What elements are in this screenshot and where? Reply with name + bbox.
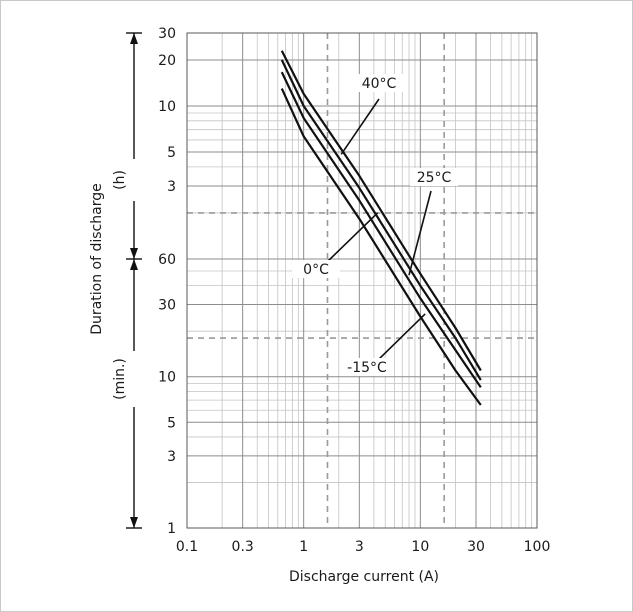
unit-arrow-head (130, 248, 138, 259)
x-tick-label: 3 (355, 539, 364, 555)
x-tick-label: 0.1 (176, 539, 198, 555)
x-tick-label: 1 (299, 539, 308, 555)
dashed-reference-lines (187, 33, 537, 528)
x-tick-label: 100 (524, 539, 551, 555)
x-tick-label: 30 (467, 539, 485, 555)
curve-label-pointer (408, 190, 432, 276)
unit-arrow-head (130, 259, 138, 270)
curve-labels: 40°C 25°C 0°C -15°C (292, 74, 458, 376)
curve-label: 25°C (417, 170, 452, 186)
curve-label-pointer (377, 313, 426, 361)
y-tick-label-minutes: 1 (167, 521, 176, 537)
x-axis-title: Discharge current (A) (289, 569, 439, 585)
minor-grid (187, 33, 537, 528)
curve-label-pointer (340, 98, 380, 155)
curve-label-pointer (325, 212, 379, 264)
x-tick-label: 0.3 (232, 539, 254, 555)
plot-border (186, 32, 538, 529)
curve-label: 0°C (303, 262, 329, 278)
y-unit-arrows (125, 32, 143, 529)
curve-label-background (355, 74, 403, 92)
curve-label: -15°C (347, 360, 387, 376)
curve-label-background (292, 260, 340, 278)
y-unit-minutes-label: (min.) (112, 358, 128, 400)
y-tick-label-minutes: 30 (158, 298, 176, 314)
y-tick-labels: 30 20 10 5 3 60 30 10 5 3 1 (158, 26, 176, 537)
x-tick-labels: 0.1 0.3 1 3 10 30 100 (176, 539, 551, 555)
y-tick-label-hours: 5 (167, 145, 176, 161)
y-tick-label-hours: 3 (167, 179, 176, 195)
major-grid (186, 32, 537, 528)
y-axis-title: Duration of discharge (89, 183, 105, 334)
y-tick-label-minutes: 5 (167, 415, 176, 431)
unit-label-gap (125, 351, 143, 407)
series-line-40C (280, 50, 482, 372)
curve-label-background (410, 168, 458, 186)
y-tick-label-hours: 20 (158, 53, 176, 69)
unit-arrow-head (130, 33, 138, 44)
discharge-curves (280, 50, 482, 406)
x-tick-label: 10 (411, 539, 429, 555)
y-tick-label-hours: 10 (158, 99, 176, 115)
series-line-25C (280, 59, 482, 381)
y-tick-label-minutes: 10 (158, 370, 176, 386)
y-unit-hours-label: (h) (112, 170, 128, 190)
series-line-0C (280, 71, 482, 389)
unit-arrow-head (130, 517, 138, 528)
unit-label-gap (125, 159, 143, 201)
curve-label-background (343, 358, 391, 376)
y-tick-label-hours: 30 (158, 26, 176, 42)
series-line-15C (280, 88, 482, 406)
y-tick-label-minutes: 60 (158, 252, 176, 268)
curve-label: 40°C (362, 76, 397, 92)
y-tick-label-minutes: 3 (167, 449, 176, 465)
